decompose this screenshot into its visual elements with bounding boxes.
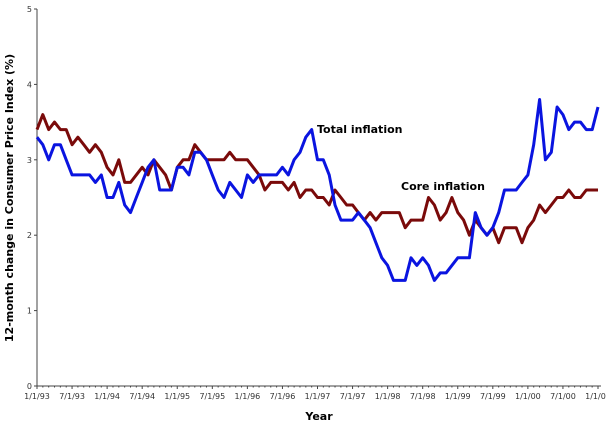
annotation-total-inflation: Total inflation bbox=[317, 123, 402, 136]
y-tick-label: 1 bbox=[27, 307, 32, 316]
x-tick-label: 1/1/01 bbox=[585, 392, 606, 401]
y-tick-label: 2 bbox=[27, 231, 32, 240]
x-tick-label: 7/1/97 bbox=[340, 392, 366, 401]
x-tick-label: 7/1/96 bbox=[270, 392, 296, 401]
axes: 0 1 2 3 4 5 1/1/93 7/1/93 1/1/94 7/1/94 1/1/95 7/1/… bbox=[24, 5, 606, 401]
x-tick-label: 1/1/95 bbox=[164, 392, 190, 401]
y-tick-label: 5 bbox=[27, 5, 32, 14]
x-axis-label: Year bbox=[304, 410, 333, 423]
x-tick-label: 1/1/97 bbox=[305, 392, 331, 401]
y-tick-label: 4 bbox=[27, 80, 32, 89]
y-tick-label: 0 bbox=[27, 382, 32, 391]
x-tick-label: 1/1/96 bbox=[235, 392, 261, 401]
series-lines bbox=[35, 98, 600, 282]
x-tick-label: 1/1/94 bbox=[94, 392, 120, 401]
x-tick-label: 1/1/93 bbox=[24, 392, 50, 401]
x-tick-label: 1/1/99 bbox=[445, 392, 471, 401]
x-tick-label: 1/1/00 bbox=[515, 392, 541, 401]
x-tick-label: 7/1/93 bbox=[59, 392, 85, 401]
y-axis-label: 12-month change in Consumer Price Index … bbox=[3, 54, 16, 342]
x-tick-label: 7/1/95 bbox=[199, 392, 225, 401]
x-tick-label: 7/1/94 bbox=[129, 392, 155, 401]
series-line-total-inflation bbox=[35, 98, 600, 282]
y-tick-label: 3 bbox=[27, 156, 32, 165]
annotation-core-inflation: Core inflation bbox=[401, 180, 485, 193]
series-line-core-inflation bbox=[35, 113, 598, 245]
x-tick-label: 1/1/98 bbox=[375, 392, 401, 401]
x-tick-label: 7/1/98 bbox=[410, 392, 436, 401]
x-tick-label: 7/1/99 bbox=[480, 392, 506, 401]
x-tick-label: 7/1/00 bbox=[550, 392, 576, 401]
